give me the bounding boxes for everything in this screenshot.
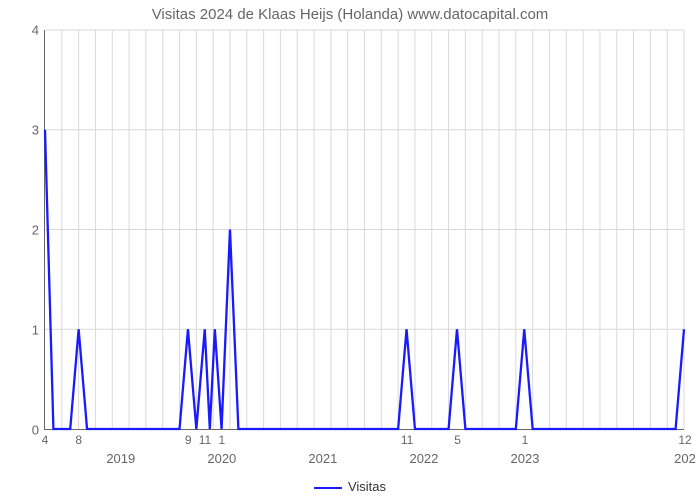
x-year-label: 2022 bbox=[409, 451, 438, 466]
chart-container: Visitas 2024 de Klaas Heijs (Holanda) ww… bbox=[0, 0, 700, 500]
x-year-label: 202 bbox=[674, 451, 696, 466]
y-tick-label: 1 bbox=[32, 323, 39, 338]
x-month-label: 11 bbox=[401, 433, 413, 447]
x-month-label: 1 bbox=[218, 433, 225, 447]
y-tick-label: 0 bbox=[32, 423, 39, 438]
x-year-label: 2019 bbox=[106, 451, 135, 466]
x-month-label: 11 bbox=[199, 433, 211, 447]
x-year-label: 2020 bbox=[207, 451, 236, 466]
y-tick-label: 2 bbox=[32, 223, 39, 238]
y-tick-label: 3 bbox=[32, 123, 39, 138]
x-month-label: 5 bbox=[454, 433, 461, 447]
legend: Visitas bbox=[0, 479, 700, 494]
x-month-label: 12 bbox=[678, 433, 691, 447]
x-month-label: 9 bbox=[185, 433, 192, 447]
x-year-label: 2023 bbox=[511, 451, 540, 466]
plot-area: 0123448911111511220192020202120222023202 bbox=[44, 30, 684, 430]
x-month-label: 8 bbox=[75, 433, 82, 447]
x-month-label: 4 bbox=[42, 433, 49, 447]
y-tick-label: 4 bbox=[32, 23, 39, 38]
legend-label: Visitas bbox=[348, 479, 386, 494]
chart-title: Visitas 2024 de Klaas Heijs (Holanda) ww… bbox=[0, 6, 700, 23]
legend-swatch bbox=[314, 487, 342, 489]
plot-svg bbox=[45, 30, 684, 429]
x-year-label: 2021 bbox=[308, 451, 337, 466]
x-month-label: 1 bbox=[522, 433, 529, 447]
